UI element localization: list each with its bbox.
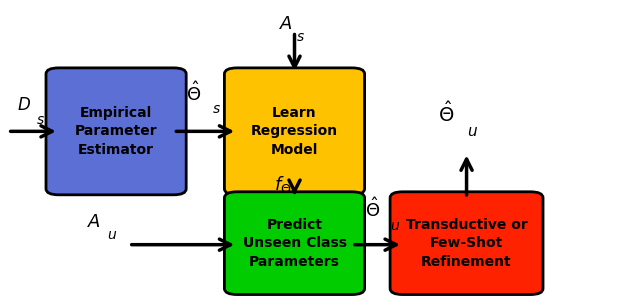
FancyBboxPatch shape: [225, 68, 365, 195]
FancyBboxPatch shape: [390, 192, 543, 295]
Text: $D$: $D$: [17, 96, 31, 114]
Text: Empirical
Parameter
Estimator: Empirical Parameter Estimator: [75, 106, 157, 157]
Text: $\hat{\Theta}$: $\hat{\Theta}$: [438, 101, 454, 126]
Text: $\hat{\Theta}$: $\hat{\Theta}$: [186, 81, 202, 105]
Text: $u$: $u$: [390, 219, 400, 233]
Text: $f_\Theta$: $f_\Theta$: [274, 174, 292, 195]
Text: $s$: $s$: [212, 102, 221, 116]
Text: Learn
Regression
Model: Learn Regression Model: [251, 106, 338, 157]
Text: $\hat{\Theta}$: $\hat{\Theta}$: [365, 198, 380, 221]
Text: Transductive or
Few-Shot
Refinement: Transductive or Few-Shot Refinement: [406, 218, 527, 269]
Text: $s$: $s$: [36, 113, 45, 127]
Text: $A$: $A$: [278, 15, 292, 33]
FancyBboxPatch shape: [225, 192, 365, 295]
Text: Predict
Unseen Class
Parameters: Predict Unseen Class Parameters: [243, 218, 346, 269]
Text: $u$: $u$: [106, 228, 116, 242]
Text: $A$: $A$: [88, 213, 102, 231]
FancyBboxPatch shape: [46, 68, 186, 195]
Text: $s$: $s$: [296, 30, 305, 44]
Text: $u$: $u$: [467, 124, 477, 139]
